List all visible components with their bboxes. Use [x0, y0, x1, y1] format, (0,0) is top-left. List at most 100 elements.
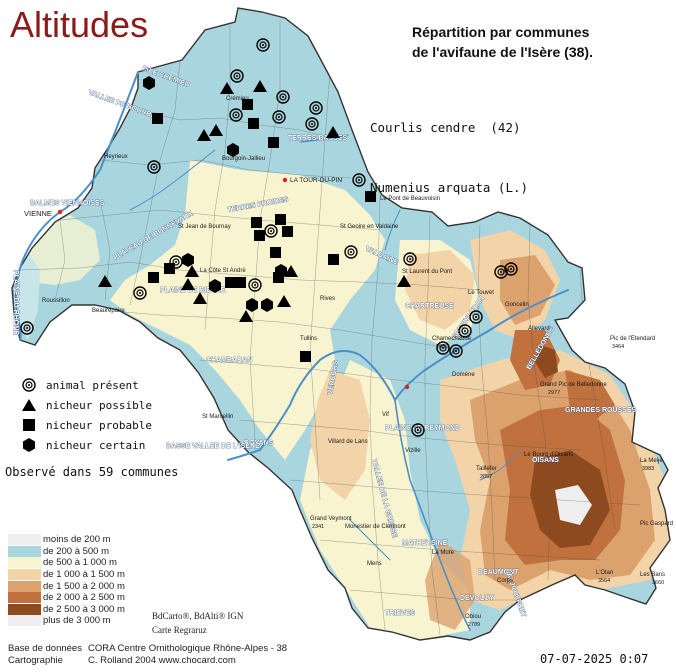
department-border: [11, 7, 671, 641]
marker-nicheur-probable: [148, 99, 376, 362]
marker-nicheur-possible: [98, 80, 411, 322]
drac-river: [394, 399, 471, 631]
symbol-legend: animal présent nicheur possible nicheur …: [20, 375, 152, 455]
place-label: La Meije: [640, 458, 663, 464]
altitude-row: de 1 000 à 1 500 m: [8, 569, 125, 581]
place-label: La Mure: [432, 550, 455, 556]
altitude-label: plus de 3 000 m: [43, 615, 111, 627]
region-label: BALMES VIENNOISES: [30, 200, 105, 207]
place-label: Pic de l'Etendard: [610, 336, 655, 342]
peak-elevation: 3983: [642, 466, 654, 472]
triangle-icon: [22, 399, 36, 411]
observation-markers: [20, 38, 518, 437]
altitude-swatch: [8, 569, 41, 581]
marker-nicheur-certain: [143, 76, 287, 312]
altitude-swatch: [8, 603, 41, 615]
place-label: St Geoire en Valdaine: [340, 224, 399, 230]
place-label: Vizille: [405, 448, 421, 454]
place-label: La Côte St André: [200, 268, 246, 274]
altitude-row: moins de 200 m: [8, 534, 125, 546]
map-heading: Répartition par communes de l'avifaune d…: [412, 22, 593, 62]
peak-elevation: 2082: [436, 344, 448, 350]
observed-count: Observé dans 59 communes: [5, 465, 179, 479]
region-label: TRIEVES: [385, 610, 415, 617]
place-label: Pic Gaspard: [640, 521, 673, 527]
altitude-swatch: [8, 545, 41, 557]
place-label: Grand Pic de Belledonne: [540, 382, 607, 388]
place-label: Bourgoin-Jallieu: [222, 156, 265, 162]
region-label: BEAUMONT: [478, 569, 519, 576]
rhone-river: [14, 71, 139, 341]
isere-river: [227, 289, 569, 461]
altitude-swatch: [8, 592, 41, 604]
place-label: Obiou: [465, 614, 481, 620]
altitude-legend: moins de 200 m de 200 à 500 m de 500 à 1…: [8, 534, 125, 627]
target-icon: [22, 378, 36, 392]
altitude-label: moins de 200 m: [43, 534, 111, 546]
place-label: Vif: [382, 412, 389, 418]
legend-label: nicheur certain: [46, 438, 146, 452]
credit-row: Base de données CORA Centre Ornithologiqu…: [8, 643, 287, 655]
legend-label: nicheur possible: [46, 398, 152, 412]
marker-animal-present: [20, 38, 518, 437]
peak-elevations: 3464 2977 2082 2341 2857 3983 3660 3564 …: [312, 344, 664, 628]
legend-label: nicheur probable: [46, 418, 152, 432]
peak-elevation: 2341: [312, 524, 324, 530]
altitude-row: de 200 à 500 m: [8, 545, 125, 558]
place-label: Rives: [320, 296, 335, 302]
region-label: TERRES BASSES: [288, 135, 347, 142]
place-label: Chamechaude: [432, 336, 472, 342]
peak-elevation: 2857: [480, 474, 492, 480]
altitude-label: de 500 à 1 000 m: [43, 557, 117, 569]
hexagon-icon: [23, 438, 35, 452]
place-label: Monestier de Clermont: [345, 524, 406, 530]
place-label: Allevard: [528, 326, 550, 332]
date-stamp: 07-07-2025 0:07: [540, 652, 649, 666]
altitude-swatch: [8, 615, 41, 627]
peak-elevation: 2789: [468, 622, 480, 628]
altitude-label: de 1 000 à 1 500 m: [43, 569, 125, 581]
altitude-row: de 2 000 à 2 500 m: [8, 592, 125, 604]
ign-credit-line-1: BdCarto®, BdAlti® IGN: [152, 611, 244, 621]
altitude-row: de 2 500 à 3 000 m: [8, 603, 125, 616]
place-label: Le Touvet: [468, 290, 494, 296]
place-label: St Jean de Bournay: [178, 224, 231, 230]
region-label: MATHEYSINE: [402, 540, 448, 547]
altitude-label: de 2 500 à 3 000 m: [43, 603, 125, 615]
credit-value: CORA Centre Ornithologique Rhône-Alpes -…: [88, 643, 288, 654]
place-label: St Laurent du Pont: [402, 269, 452, 275]
region-label: PLAINE DE REYMOND: [385, 425, 460, 432]
legend-row-nicheur-probable: nicheur probable: [20, 415, 152, 435]
place-label: Mens: [367, 561, 382, 567]
legend-row-nicheur-certain: nicheur certain: [20, 435, 152, 455]
place-label: Le Bourg d'Oisans: [524, 452, 573, 458]
place-label: Domène: [452, 372, 475, 378]
rivers: [14, 71, 569, 631]
region-label: ROYANS: [244, 440, 274, 447]
region-label: CHARTREUSE: [405, 303, 454, 310]
credit-row: Cartographie C. Rolland 2004 www.chocard.…: [8, 655, 287, 667]
place-label: Heyrieux: [104, 154, 128, 160]
region-label: OISANS: [532, 457, 559, 464]
altitude-swatch: [8, 580, 41, 592]
square-icon: [23, 419, 35, 431]
region-label: GRANDES ROUSSES: [565, 407, 637, 414]
heading-line-2: de l'avifaune de l'Isère (38).: [412, 44, 593, 60]
place-label: Crémieu: [226, 96, 249, 102]
altitude-swatch: [8, 534, 41, 546]
peak-elevation: 3564: [598, 578, 610, 584]
altitude-swatch: [8, 557, 41, 569]
altitude-label: de 2 000 à 2 500 m: [43, 592, 125, 604]
region-label: DEVOLUY: [460, 595, 494, 602]
place-label: LA TOUR-DU-PIN: [290, 177, 342, 184]
heading-line-1: Répartition par communes: [412, 24, 590, 40]
place-label: Les Bans: [640, 572, 665, 578]
map-title: Altitudes: [10, 4, 149, 45]
peak-elevation: 3464: [612, 344, 624, 350]
credit-label: Cartographie: [8, 655, 63, 666]
place-label: Villard de Lans: [328, 439, 368, 445]
place-label: VIENNE: [24, 209, 52, 218]
place-label: St Marcellin: [202, 414, 233, 420]
altitude-label: de 200 à 500 m: [43, 545, 110, 557]
